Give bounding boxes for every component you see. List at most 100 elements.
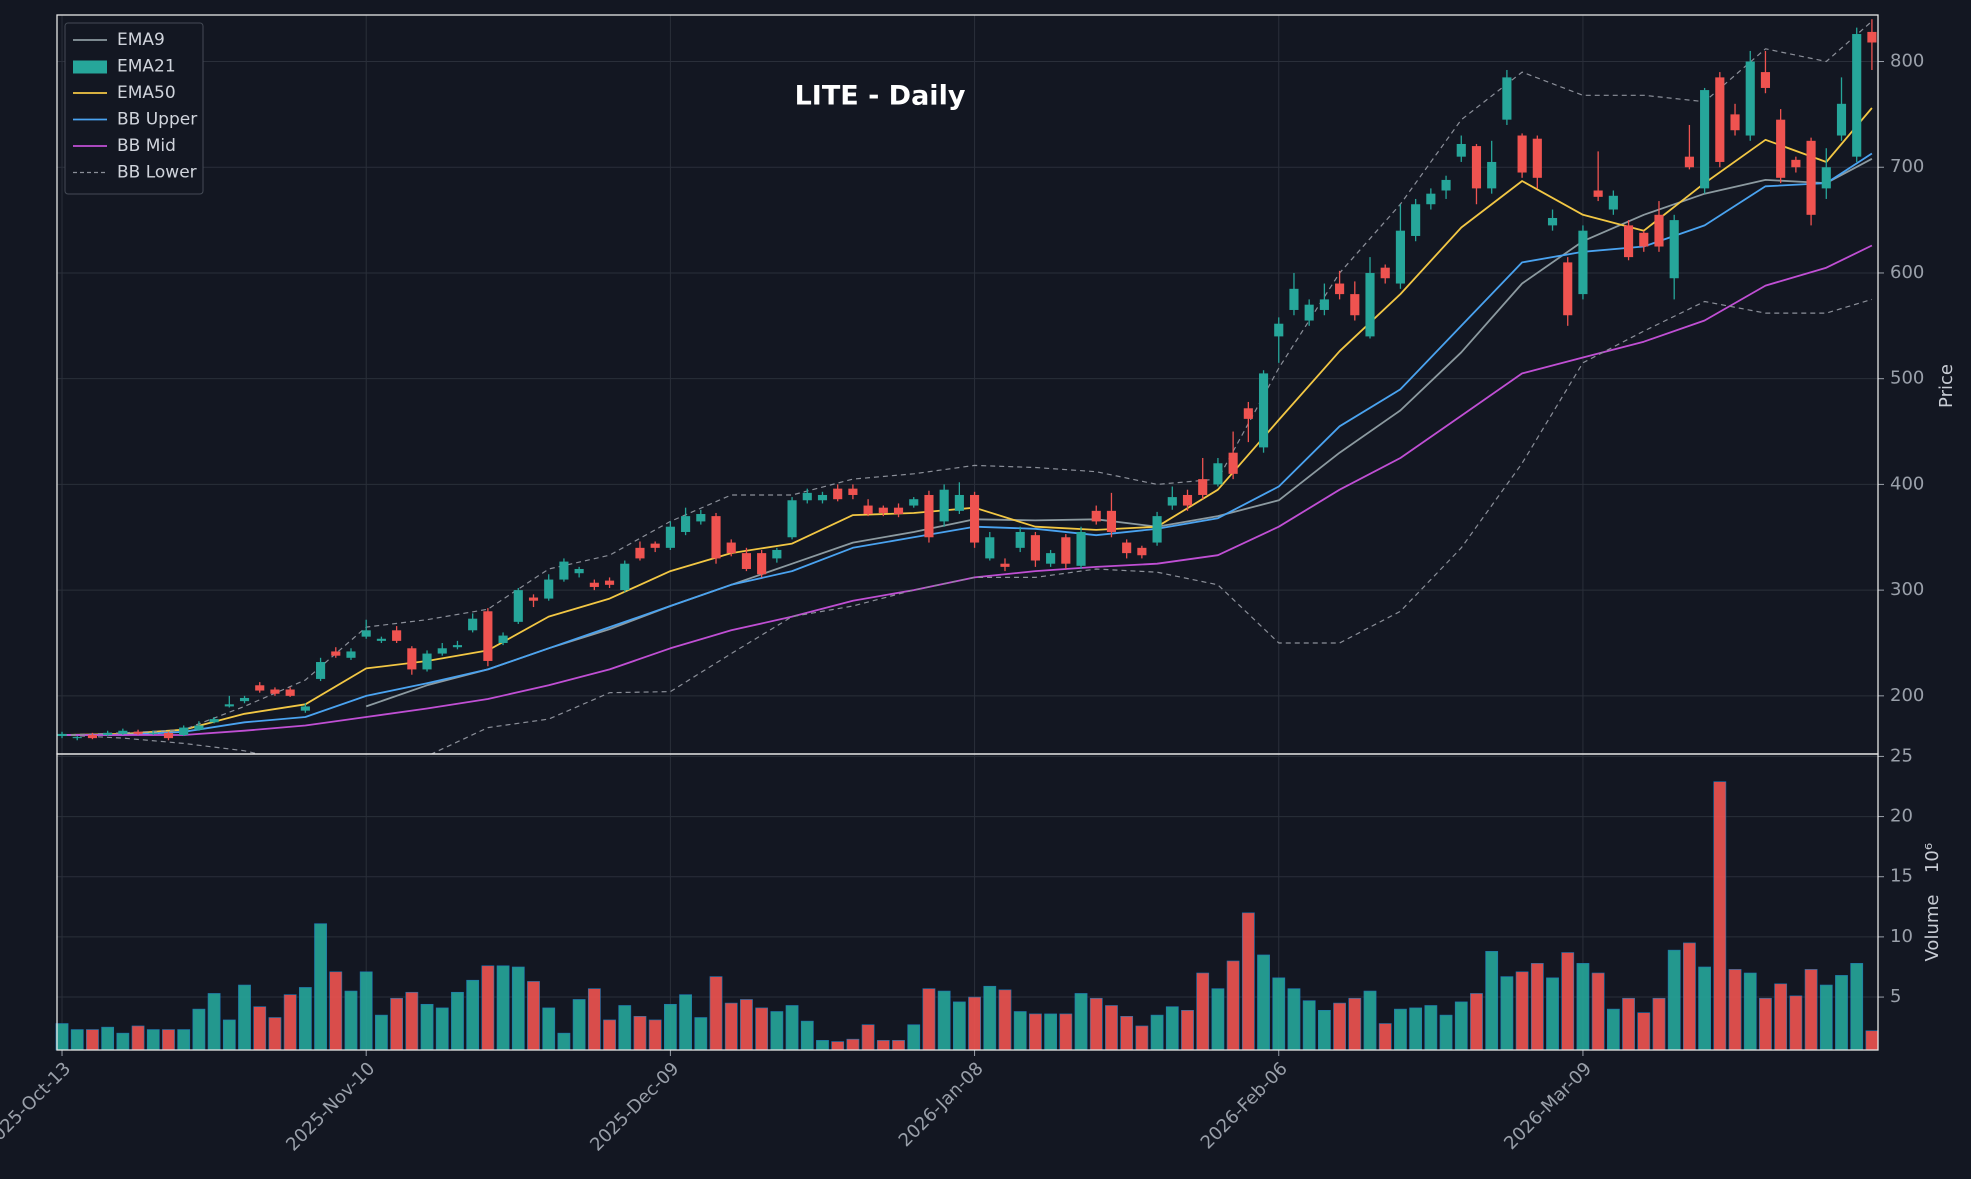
candle-body xyxy=(1776,119,1786,178)
volume-bar xyxy=(511,966,525,1051)
candle-body xyxy=(1639,232,1649,247)
candle-body xyxy=(1852,34,1862,157)
volume-bar xyxy=(937,990,951,1051)
chart-title: LITE - Daily xyxy=(795,81,966,112)
candle-body xyxy=(72,737,82,739)
frame xyxy=(56,14,1879,1051)
volume-bar xyxy=(253,1006,267,1051)
volume-bar xyxy=(740,999,753,1051)
volume-bar xyxy=(1439,1014,1453,1051)
candle-body xyxy=(133,731,143,734)
volume-bar xyxy=(405,991,419,1051)
candle-body xyxy=(87,734,98,739)
candle-body xyxy=(696,514,706,522)
volume-bar xyxy=(892,1040,905,1051)
volume-bar xyxy=(146,1029,160,1051)
volume-bar xyxy=(1622,997,1635,1051)
volume-bar xyxy=(527,981,540,1051)
volume-bar xyxy=(420,1003,434,1051)
volume-bar xyxy=(238,984,251,1051)
volume-bar xyxy=(1029,1013,1042,1051)
volume-bar xyxy=(283,994,297,1051)
volume-bar xyxy=(1150,1014,1164,1051)
volume-bar xyxy=(1637,1012,1651,1051)
candle-body xyxy=(1806,140,1816,215)
volume-bar xyxy=(998,989,1012,1051)
volume-bar xyxy=(162,1029,175,1051)
volume-bar xyxy=(1287,988,1301,1051)
volume-bar xyxy=(1561,952,1575,1051)
volume-bar xyxy=(1059,1013,1073,1051)
candle-body xyxy=(1167,497,1177,506)
candle-body xyxy=(1608,195,1618,210)
indicator-line xyxy=(62,244,1873,736)
volume-bar xyxy=(1318,1009,1331,1051)
candle-body xyxy=(939,489,949,522)
candle-body xyxy=(452,645,463,648)
candle-body xyxy=(1030,535,1040,561)
volume-bar xyxy=(846,1038,860,1051)
candle-body xyxy=(239,697,250,702)
candle-body xyxy=(1152,516,1162,543)
candle-body xyxy=(1700,90,1710,189)
volume-bar xyxy=(1241,912,1255,1051)
candle-body xyxy=(255,685,265,691)
candles xyxy=(57,19,1877,741)
legend-label: EMA9 xyxy=(117,30,165,50)
volume-bar xyxy=(70,1029,84,1051)
candle-body xyxy=(1304,304,1314,321)
volume-bar xyxy=(1835,975,1848,1051)
volume-multiplier: 10⁶ xyxy=(1922,843,1943,873)
volume-bar xyxy=(1348,997,1362,1051)
volume-bar xyxy=(1591,972,1605,1051)
candle-body xyxy=(878,507,888,513)
candle-body xyxy=(407,648,417,670)
candle-body xyxy=(1137,547,1147,556)
candle-body xyxy=(802,492,812,501)
candle-body xyxy=(1684,156,1694,168)
legend-label: EMA21 xyxy=(117,57,176,77)
candle-body xyxy=(665,526,675,548)
volume-bar xyxy=(496,965,510,1051)
volume-bar xyxy=(1759,997,1772,1051)
candle-body xyxy=(1593,190,1603,197)
volume-bar xyxy=(1211,988,1225,1051)
y-tick-label: 800 xyxy=(1890,51,1924,72)
candle-body xyxy=(711,516,721,559)
volume-bar xyxy=(1363,990,1377,1051)
candle-body xyxy=(1502,77,1512,120)
volume-bar xyxy=(816,1040,829,1051)
candle-body xyxy=(1365,272,1375,337)
candle-body xyxy=(1411,204,1421,236)
y-tick-label: 10 xyxy=(1890,926,1913,947)
candle-body xyxy=(1122,542,1132,554)
candle-body xyxy=(1213,463,1223,485)
candle-body xyxy=(757,553,767,575)
volume-bar xyxy=(466,979,480,1051)
volume-bar xyxy=(116,1032,130,1051)
candle-body xyxy=(179,727,189,735)
volume-bar xyxy=(1013,1011,1027,1051)
candle-body xyxy=(741,553,751,569)
candle-body xyxy=(422,653,432,670)
candle-body xyxy=(544,579,554,599)
volume-bar xyxy=(329,971,343,1051)
legend-label: BB Upper xyxy=(117,110,197,130)
candle-body xyxy=(1669,220,1679,279)
volume-bar xyxy=(1226,960,1240,1051)
candle-body xyxy=(726,542,736,554)
candle-body xyxy=(954,494,964,511)
volume-bar xyxy=(922,988,936,1051)
candle-body xyxy=(893,507,904,515)
volume-bar xyxy=(724,1002,738,1051)
candle-body xyxy=(224,704,234,707)
volume-bar xyxy=(268,1017,282,1051)
volume-bar xyxy=(542,1007,556,1051)
volume-bar xyxy=(770,1011,784,1051)
candle-body xyxy=(331,651,341,656)
volume-bar xyxy=(101,1026,115,1051)
candle-body xyxy=(1091,510,1101,522)
candle-body xyxy=(285,689,295,696)
candle-body xyxy=(863,505,873,515)
volume-bar xyxy=(1272,977,1286,1051)
